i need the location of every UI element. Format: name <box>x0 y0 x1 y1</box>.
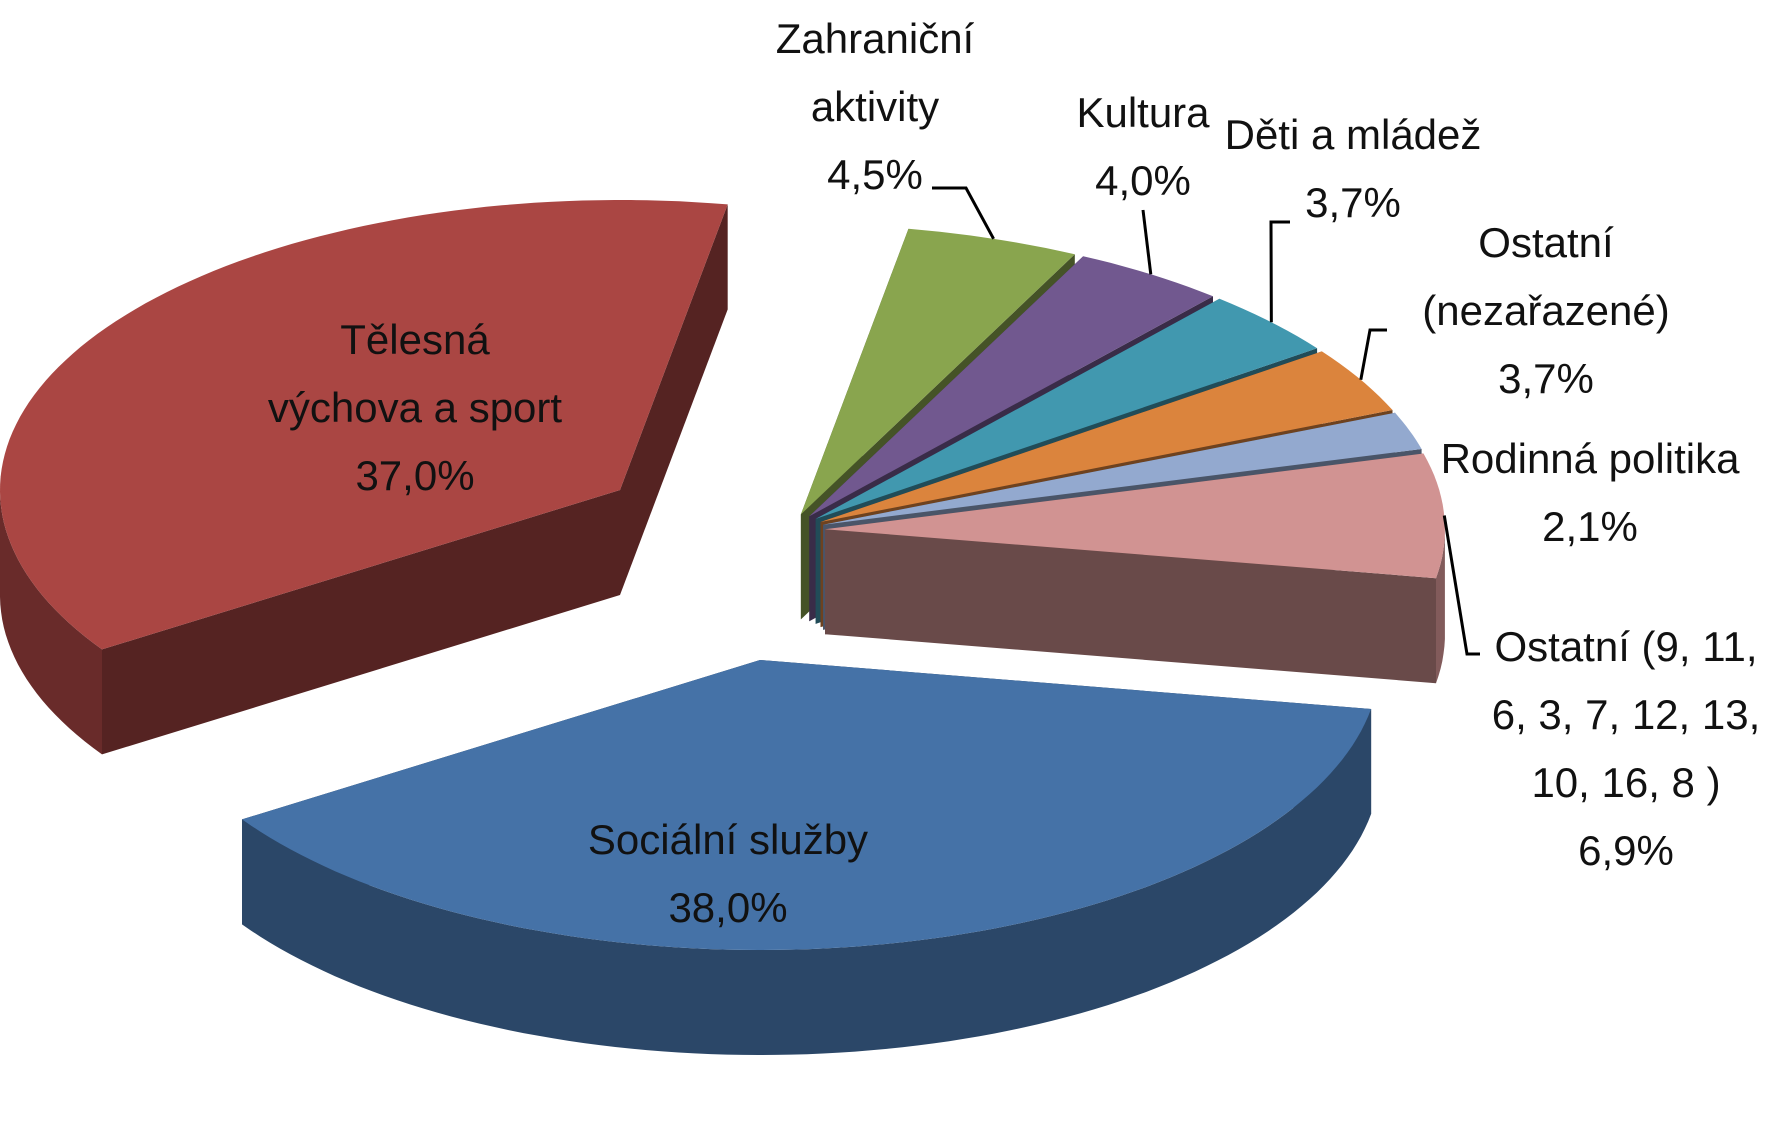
leader-line <box>1269 220 1290 323</box>
slice <box>0 200 728 755</box>
data-label: Ostatní (nezařazené) 3,7% <box>1396 209 1696 413</box>
label-name: Rodinná politika <box>1440 435 1740 482</box>
label-name: Ostatní (9, 11, 6, 3, 7, 12, 13, 10, 16,… <box>1491 623 1761 806</box>
data-label: Rodinná politika 2,1% <box>1425 425 1755 561</box>
label-value: 3,7% <box>1305 179 1401 226</box>
label-name: Zahraniční aktivity <box>775 15 975 130</box>
slice-top <box>800 228 1075 515</box>
slice-top <box>0 200 728 650</box>
data-label: Děti a mládež 3,7% <box>1203 101 1503 237</box>
slice-top <box>825 453 1445 579</box>
label-name: Děti a mládež <box>1224 111 1482 158</box>
slice-top <box>820 351 1393 522</box>
slice-wall <box>1436 534 1445 684</box>
slice-top <box>823 412 1422 525</box>
leader-line <box>1359 328 1387 381</box>
label-value: 6,9% <box>1578 827 1674 874</box>
label-value: 37,0% <box>355 452 475 499</box>
leader-line <box>1141 209 1153 275</box>
slice-top <box>242 660 1372 950</box>
label-value: 4,0% <box>1095 157 1191 204</box>
data-label: Sociální služby 38,0% <box>518 806 938 942</box>
label-name: Sociální služby <box>587 816 869 863</box>
label-value: 4,5% <box>827 151 923 198</box>
slice <box>242 660 1372 1055</box>
leader-line <box>932 186 995 240</box>
data-label: Tělesná výchova a sport 37,0% <box>265 306 565 510</box>
label-name: Ostatní (nezařazené) <box>1422 219 1670 334</box>
slice-side <box>102 490 620 755</box>
slice-top <box>809 256 1213 517</box>
label-value: 3,7% <box>1498 355 1594 402</box>
label-value: 38,0% <box>668 884 788 931</box>
data-label: Ostatní (9, 11, 6, 3, 7, 12, 13, 10, 16,… <box>1476 613 1776 885</box>
slice-wall <box>242 709 1372 1055</box>
label-value: 2,1% <box>1542 503 1638 550</box>
data-label: Kultura 4,0% <box>993 79 1293 215</box>
slice-side <box>620 204 728 595</box>
slice <box>825 453 1445 684</box>
label-name: Kultura <box>1076 89 1210 136</box>
slice-top <box>815 298 1318 519</box>
data-label: Zahraniční aktivity 4,5% <box>725 5 1025 209</box>
slice-wall <box>0 491 102 755</box>
slice-side <box>825 529 1436 684</box>
label-name: Tělesná výchova a sport <box>267 316 563 431</box>
leader-line <box>1442 515 1480 656</box>
